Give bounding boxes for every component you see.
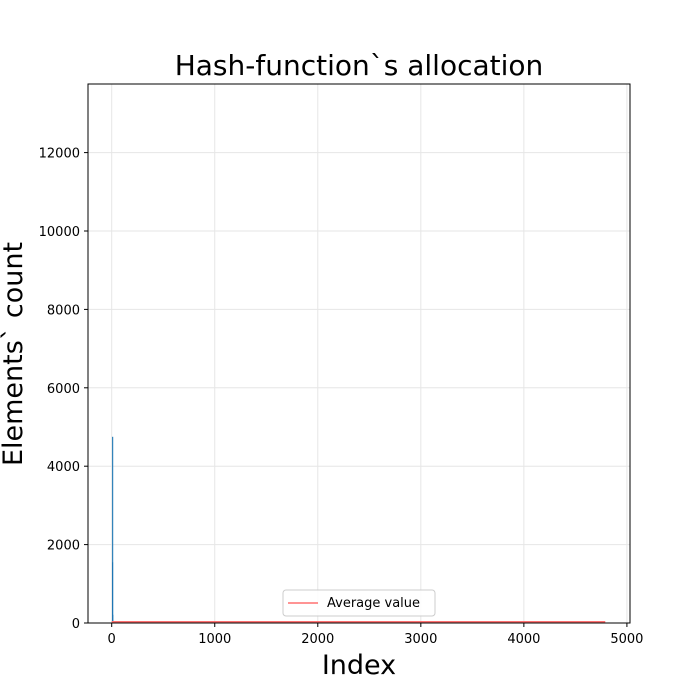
y-axis-ticks: 0 2000 4000 6000 8000 10000 12000	[39, 147, 88, 632]
y-tick-label: 4000	[47, 460, 80, 475]
legend: Average value	[282, 589, 436, 617]
chart-title: Hash-function`s allocation	[175, 49, 544, 82]
bar	[112, 614, 114, 623]
bar-series	[111, 436, 114, 623]
grid	[88, 84, 630, 624]
y-tick-label: 0	[72, 617, 80, 632]
y-tick-label: 12000	[39, 147, 80, 162]
y-tick-label: 8000	[47, 303, 80, 318]
x-axis-label: Index	[322, 650, 396, 681]
y-tick-label: 10000	[39, 225, 80, 240]
x-tick-label: 4000	[507, 632, 540, 647]
x-tick-label: 3000	[404, 632, 437, 647]
legend-box	[282, 589, 436, 617]
x-tick-label: 2000	[301, 632, 334, 647]
plot-frame	[87, 83, 631, 624]
x-axis-ticks: 0 1000 2000 3000 4000 5000	[108, 623, 643, 647]
x-tick-label: 1000	[198, 632, 231, 647]
y-tick-label: 2000	[47, 539, 80, 554]
legend-label-average: Average value	[327, 596, 420, 611]
y-tick-label: 6000	[47, 382, 80, 397]
y-axis-label: Elements` count	[0, 242, 29, 466]
bar	[112, 436, 114, 623]
x-tick-label: 0	[108, 632, 116, 647]
x-tick-label: 5000	[610, 632, 643, 647]
